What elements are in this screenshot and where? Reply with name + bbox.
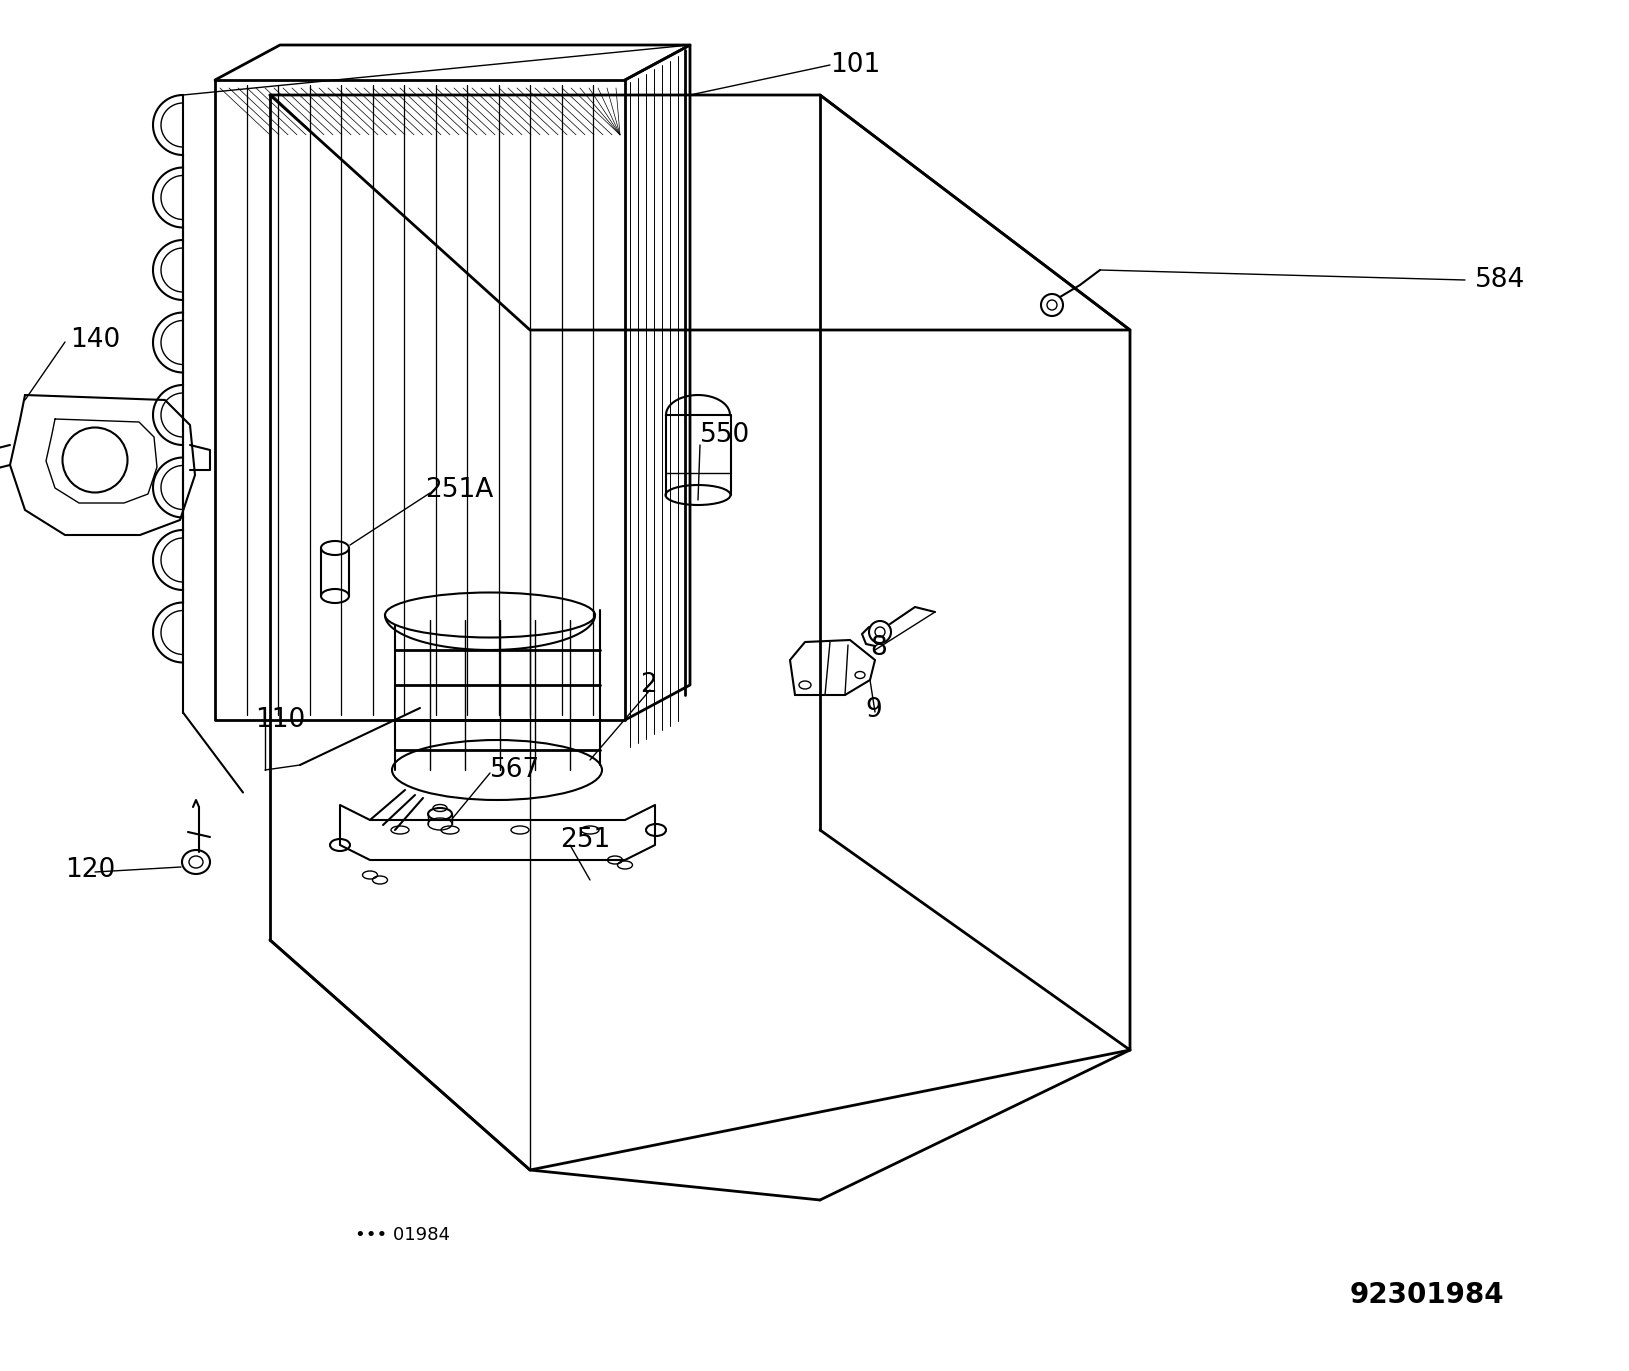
- Text: 101: 101: [831, 52, 880, 78]
- Text: 550: 550: [700, 422, 751, 448]
- Text: 8: 8: [870, 635, 886, 661]
- Text: ••• 01984: ••• 01984: [355, 1226, 450, 1243]
- Text: 567: 567: [490, 757, 541, 783]
- Text: 140: 140: [70, 328, 121, 352]
- Text: 584: 584: [1474, 267, 1525, 293]
- Text: 110: 110: [256, 707, 305, 733]
- Text: 2: 2: [640, 672, 656, 698]
- Text: 9: 9: [865, 696, 881, 723]
- Text: 92301984: 92301984: [1350, 1281, 1505, 1309]
- Text: 120: 120: [65, 857, 116, 883]
- Text: 251: 251: [560, 827, 611, 853]
- Text: 251A: 251A: [425, 477, 494, 503]
